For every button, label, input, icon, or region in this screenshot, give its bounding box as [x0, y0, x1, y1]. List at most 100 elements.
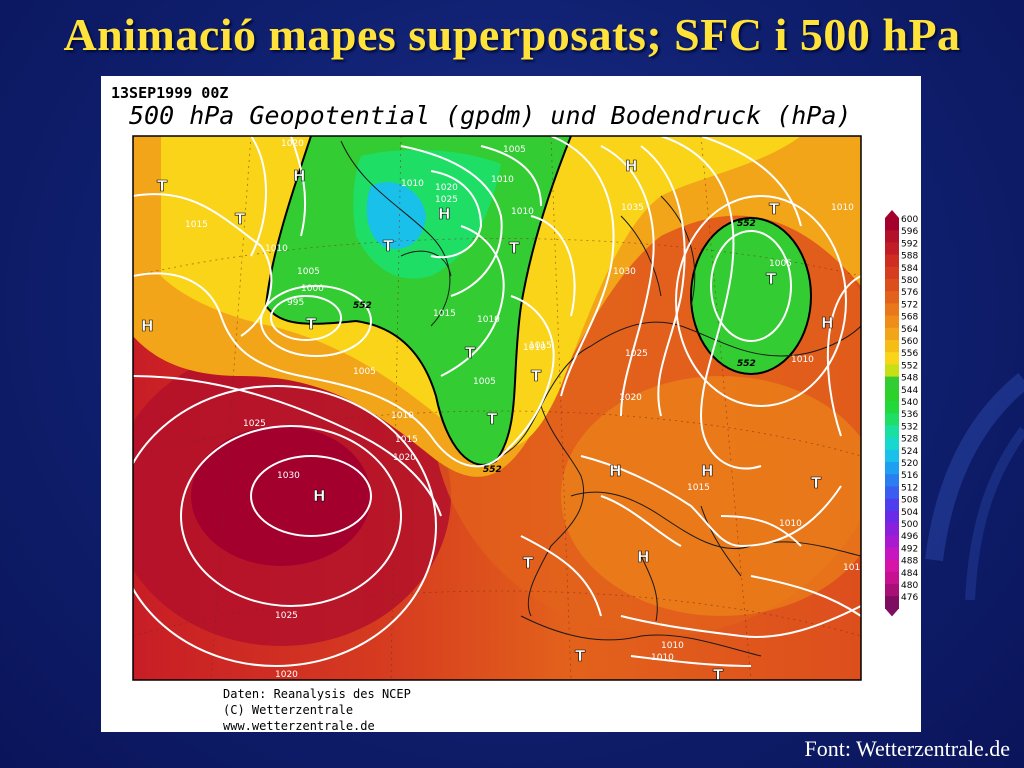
legend-level-label: 600: [901, 215, 918, 225]
svg-text:1010: 1010: [523, 343, 546, 353]
svg-text:1020: 1020: [435, 183, 458, 193]
legend-swatch: [885, 315, 899, 329]
high-center: H: [609, 462, 622, 480]
plot-border: [132, 135, 862, 681]
svg-text:1010: 1010: [779, 519, 802, 529]
svg-text:1020: 1020: [275, 670, 298, 680]
legend-swatch: [885, 352, 899, 365]
svg-text:1010: 1010: [491, 175, 514, 185]
svg-text:1005: 1005: [297, 267, 320, 277]
svg-text:1015: 1015: [687, 483, 710, 493]
svg-text:1020: 1020: [619, 393, 642, 403]
low-center: T: [235, 210, 246, 228]
high-center: H: [438, 205, 451, 223]
svg-text:1010: 1010: [401, 179, 424, 189]
svg-text:552: 552: [483, 465, 502, 475]
footer-url: www.wetterzentrale.de: [223, 719, 375, 732]
svg-text:1000: 1000: [301, 284, 324, 294]
high-center: H: [293, 167, 306, 185]
low-center: T: [713, 666, 724, 684]
legend-swatch: [885, 510, 899, 524]
footer-data-source: Daten: Reanalysis des NCEP: [223, 687, 411, 701]
svg-text:1025: 1025: [435, 195, 458, 205]
legend-swatch: [885, 230, 899, 243]
legend-level-label: 504: [901, 508, 918, 518]
legend-level-label: 568: [901, 313, 918, 323]
legend-bars: [885, 210, 899, 617]
legend-swatch: [885, 279, 899, 292]
high-center: H: [821, 314, 834, 332]
isobars: [133, 136, 861, 667]
legend-swatch: [885, 535, 899, 548]
svg-text:1010: 1010: [477, 315, 500, 325]
legend-swatch: [885, 596, 899, 609]
legend-level-label: 532: [901, 422, 918, 432]
svg-text:552: 552: [737, 219, 756, 229]
svg-text:1010: 1010: [265, 244, 288, 254]
legend-level-label: 540: [901, 398, 918, 408]
high-center: H: [141, 317, 154, 335]
legend-level-label: 508: [901, 496, 918, 506]
footer-copyright: (C) Wetterzentrale: [223, 703, 353, 717]
legend-level-label: 528: [901, 435, 918, 445]
legend-swatch: [885, 413, 899, 426]
svg-text:1030: 1030: [277, 471, 300, 481]
svg-text:1005: 1005: [473, 377, 496, 387]
legend-swatch: [885, 571, 899, 585]
low-center: T: [509, 239, 520, 257]
legend-level-label: 564: [901, 325, 918, 335]
legend-level-label: 500: [901, 520, 918, 530]
legend-swatch: [885, 327, 899, 341]
legend-swatch: [885, 401, 899, 414]
legend-bottom-arrow: [885, 608, 899, 617]
legend-swatch: [885, 474, 899, 487]
legend-swatch: [885, 449, 899, 463]
legend-level-label: 544: [901, 386, 918, 396]
high-center: H: [701, 462, 714, 480]
graticule: [133, 136, 861, 680]
low-center: T: [523, 554, 534, 572]
low-center: T: [769, 200, 780, 218]
svg-text:1010: 1010: [831, 203, 854, 213]
legend-level-label: 536: [901, 410, 918, 420]
legend-swatch: [885, 291, 899, 304]
low-center: T: [383, 237, 394, 255]
legend-level-label: 560: [901, 337, 918, 347]
legend-swatch: [885, 376, 899, 390]
svg-text:1015: 1015: [185, 220, 208, 230]
low-center: T: [465, 344, 476, 362]
legend-swatch: [885, 547, 899, 561]
legend-swatch: [885, 388, 899, 402]
svg-text:1010: 1010: [511, 207, 534, 217]
legend-level-label: 576: [901, 288, 918, 298]
legend-swatch: [885, 425, 899, 439]
svg-text:1010: 1010: [791, 355, 814, 365]
svg-text:1015: 1015: [529, 341, 552, 351]
svg-text:1015: 1015: [395, 435, 418, 445]
legend-swatch: [885, 584, 899, 597]
legend-level-label: 520: [901, 459, 918, 469]
svg-text:1015: 1015: [433, 309, 456, 319]
date-label: 13SEP1999 00Z: [111, 84, 228, 102]
color-scale-legend: 600 596 592 588 584 580 576 572 568 564 560 556 552 5…: [885, 210, 918, 617]
legend-level-label: 572: [901, 300, 918, 310]
chart-title: 500 hPa Geopotential (gpdm) und Bodendru…: [129, 101, 851, 130]
legend-level-label: 516: [901, 471, 918, 481]
slide-title: Animació mapes superposats; SFC i 500 hP…: [63, 9, 961, 60]
source-credit: Font: Wetterzentrale.de: [804, 736, 1010, 761]
legend-level-label: 480: [901, 581, 918, 591]
svg-text:552: 552: [737, 359, 756, 369]
legend-top-arrow: [885, 210, 899, 218]
legend-level-label: 552: [901, 361, 918, 371]
legend-level-label: 580: [901, 276, 918, 286]
svg-text:1025: 1025: [625, 349, 648, 359]
legend-level-label: 556: [901, 349, 918, 359]
svg-text:1035: 1035: [621, 203, 644, 213]
svg-text:1030: 1030: [613, 267, 636, 277]
low-center: T: [487, 410, 498, 428]
svg-text:1005: 1005: [769, 259, 792, 269]
legend-level-label: 592: [901, 239, 918, 249]
low-center: T: [157, 177, 168, 195]
legend-swatch: [885, 498, 899, 512]
legend-level-label: 496: [901, 532, 918, 542]
